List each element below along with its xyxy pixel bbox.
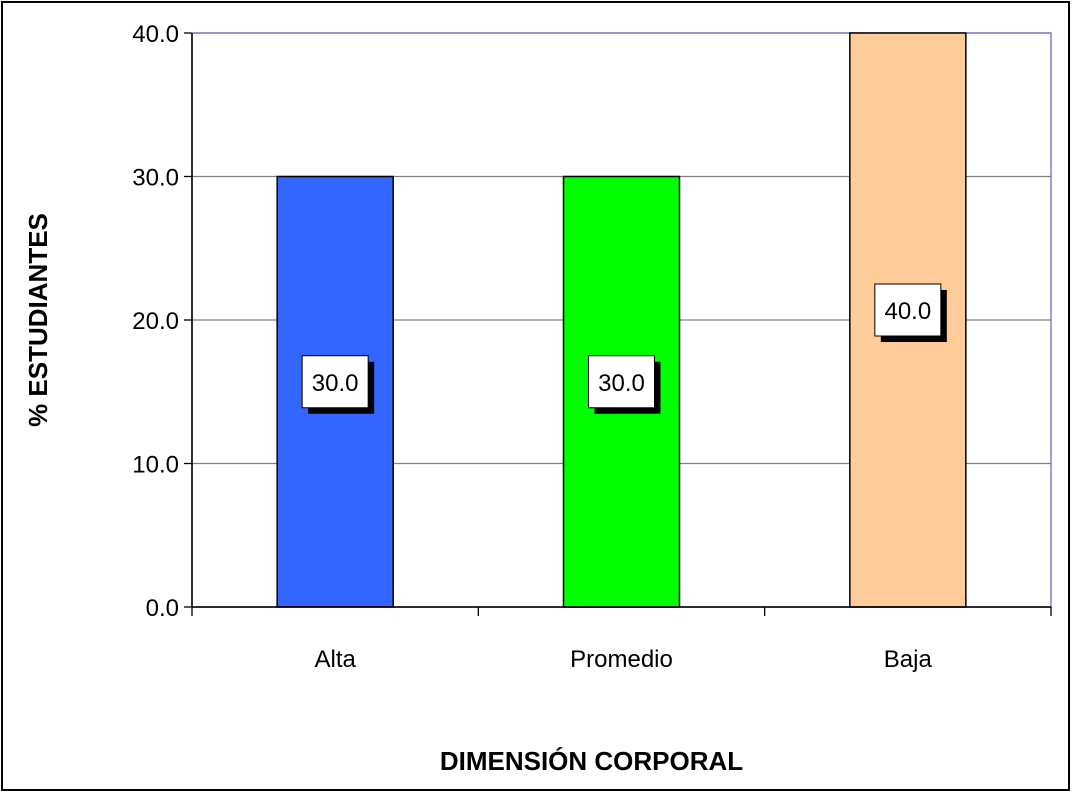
y-tick-label: 0.0 — [146, 595, 179, 622]
x-tick-label: Alta — [314, 646, 356, 673]
y-tick-label: 10.0 — [132, 452, 179, 479]
axes — [191, 33, 1052, 616]
y-tick-label: 20.0 — [132, 308, 179, 335]
data-labels: 30.0 30.0 40.0 — [301, 283, 947, 414]
data-label-box — [874, 283, 942, 337]
data-label: 30.0 — [598, 370, 645, 397]
data-label: 40.0 — [884, 298, 931, 325]
x-tick-label: Baja — [884, 646, 933, 673]
data-label-box — [301, 355, 369, 409]
y-tick-label: 40.0 — [132, 21, 179, 48]
x-tick-label: Promedio — [570, 646, 673, 673]
data-label-box — [588, 355, 655, 409]
y-axis-title: % ESTUDIANTES — [23, 213, 53, 427]
x-tick-labels: Alta Promedio Baja — [314, 646, 932, 673]
data-label: 30.0 — [312, 370, 359, 397]
x-axis-title: DIMENSIÓN CORPORAL — [440, 746, 743, 776]
y-tick-labels: 0.0 10.0 20.0 30.0 40.0 — [132, 21, 179, 622]
y-tick-label: 30.0 — [132, 165, 179, 192]
bars — [276, 32, 967, 608]
